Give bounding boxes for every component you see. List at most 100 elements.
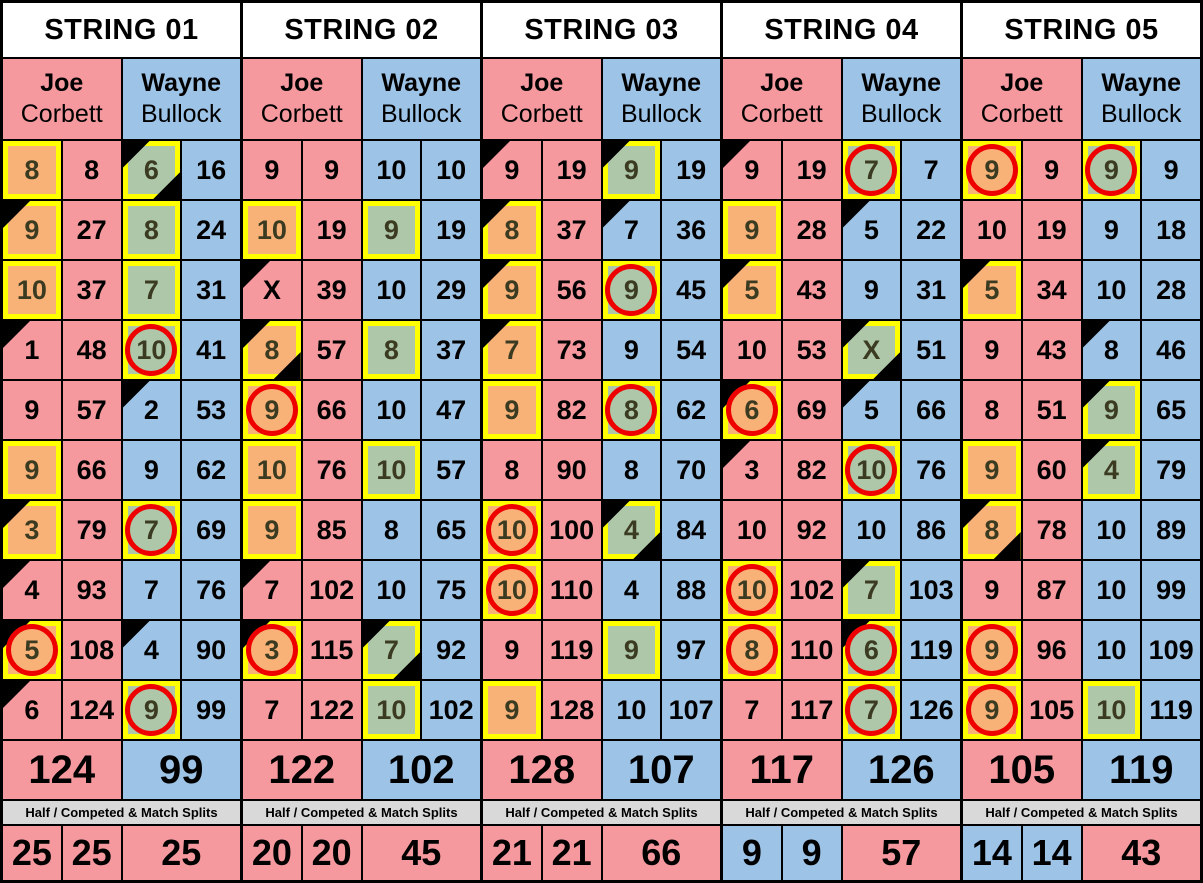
player-last-name: Bullock bbox=[380, 100, 462, 128]
string-title: STRING 02 bbox=[243, 3, 480, 57]
running-total-cell: 102 bbox=[302, 561, 361, 619]
frame-score-cell: 5 bbox=[963, 261, 1021, 319]
red-circle-mark bbox=[845, 144, 898, 196]
running-total-cell: 65 bbox=[1142, 381, 1200, 439]
string-block: STRING 03 Joe Corbett Wayne Bullock 9 19 9 19 8 37… bbox=[483, 3, 720, 880]
frame-score: 10 bbox=[1096, 694, 1127, 725]
running-total-cell: 103 bbox=[902, 561, 960, 619]
frame-score-cell: 9 bbox=[1082, 381, 1141, 439]
red-circle-mark bbox=[605, 384, 658, 436]
split-cell: 9 bbox=[782, 826, 841, 880]
running-total: 109 bbox=[1148, 634, 1194, 665]
frame-score-cell: 9 bbox=[483, 681, 541, 739]
running-total-cell: 96 bbox=[1022, 621, 1081, 679]
frame-score-cell: 4 bbox=[1082, 441, 1141, 499]
running-total: 110 bbox=[549, 574, 594, 605]
running-total-cell: 86 bbox=[902, 501, 960, 559]
running-total: 43 bbox=[1036, 334, 1067, 365]
red-circle-mark bbox=[245, 624, 298, 676]
running-total: 66 bbox=[916, 394, 947, 425]
frame-score: 10 bbox=[256, 214, 287, 245]
frame-score-cell: 9 bbox=[243, 501, 301, 559]
frame-score-cell: 10 bbox=[1082, 261, 1141, 319]
frame-score-cell: 10 bbox=[1082, 561, 1141, 619]
highlight-fill bbox=[367, 446, 416, 494]
running-total: 73 bbox=[556, 334, 587, 365]
frame-score-cell: 5 bbox=[842, 381, 901, 439]
running-total-cell: 75 bbox=[422, 561, 480, 619]
player-right-name: Wayne Bullock bbox=[1082, 59, 1200, 139]
frame-score-cell: 10 bbox=[122, 321, 181, 379]
running-total-cell: 85 bbox=[302, 501, 361, 559]
running-total-cell: 62 bbox=[662, 381, 720, 439]
frame-score: 10 bbox=[616, 694, 647, 725]
frame-score: 8 bbox=[984, 514, 1000, 545]
running-total: 29 bbox=[436, 274, 467, 305]
running-total-cell: 115 bbox=[302, 621, 361, 679]
frame-score: 10 bbox=[736, 514, 767, 545]
frame-score-cell: 9 bbox=[362, 201, 421, 259]
frame-score: 8 bbox=[984, 394, 1000, 425]
frame-score: 8 bbox=[504, 214, 520, 245]
running-total-cell: 99 bbox=[1142, 561, 1200, 619]
running-total: 105 bbox=[1029, 694, 1075, 725]
frame-score-cell: 6 bbox=[842, 621, 901, 679]
player-first-name: Wayne bbox=[381, 68, 462, 97]
running-total: 79 bbox=[1156, 454, 1187, 485]
running-total: 90 bbox=[196, 634, 227, 665]
highlight-fill bbox=[367, 206, 416, 254]
running-total: 76 bbox=[916, 454, 947, 485]
running-total: 99 bbox=[196, 694, 227, 725]
frame-score: 7 bbox=[264, 574, 280, 605]
running-total: 92 bbox=[796, 514, 827, 545]
running-total: 22 bbox=[916, 214, 947, 245]
frame-score: 8 bbox=[623, 394, 639, 425]
running-total: 89 bbox=[1156, 514, 1187, 545]
frame-score-cell: 6 bbox=[723, 381, 781, 439]
frame-score: 8 bbox=[24, 154, 40, 185]
frame-score-cell: 9 bbox=[483, 261, 541, 319]
frame-score: 9 bbox=[623, 334, 639, 365]
running-total-cell: 56 bbox=[542, 261, 601, 319]
frame-score-cell: 9 bbox=[122, 681, 181, 739]
frame-score: 3 bbox=[24, 514, 40, 545]
red-circle-mark bbox=[125, 504, 178, 556]
running-total: 16 bbox=[196, 154, 227, 185]
running-total-cell: 92 bbox=[782, 501, 841, 559]
frame-score-cell: 9 bbox=[723, 141, 781, 199]
frame-score: 9 bbox=[143, 694, 159, 725]
frame-score-cell: 10 bbox=[483, 501, 541, 559]
running-total: 45 bbox=[676, 274, 707, 305]
frame-score-cell: 10 bbox=[243, 441, 301, 499]
running-total-cell: 78 bbox=[1022, 501, 1081, 559]
split-cell: 45 bbox=[362, 826, 480, 880]
highlight-fill bbox=[968, 446, 1016, 494]
frame-score: 8 bbox=[383, 334, 399, 365]
running-total-cell: 110 bbox=[782, 621, 841, 679]
frame-score-cell: 8 bbox=[723, 621, 781, 679]
red-circle-mark bbox=[5, 624, 58, 676]
running-total: 19 bbox=[676, 154, 707, 185]
frame-score: 7 bbox=[143, 574, 159, 605]
frame-score: 3 bbox=[744, 454, 760, 485]
frame-score: 10 bbox=[856, 454, 887, 485]
frame-score-cell: 9 bbox=[963, 321, 1021, 379]
frame-score: 8 bbox=[744, 634, 760, 665]
running-total-cell: 122 bbox=[302, 681, 361, 739]
frame-score-cell: 9 bbox=[483, 621, 541, 679]
frame-score-cell: 10 bbox=[602, 681, 661, 739]
running-total: 34 bbox=[1036, 274, 1067, 305]
highlight-fill bbox=[488, 686, 536, 734]
frame-score: 10 bbox=[376, 454, 407, 485]
running-total-cell: 19 bbox=[422, 201, 480, 259]
running-total: 19 bbox=[556, 154, 587, 185]
player-left-name: Joe Corbett bbox=[483, 59, 601, 139]
frame-score-cell: 9 bbox=[1082, 141, 1141, 199]
running-total: 60 bbox=[1036, 454, 1067, 485]
frame-score: 3 bbox=[264, 634, 280, 665]
split-cell: 21 bbox=[483, 826, 541, 880]
running-total-cell: 10 bbox=[422, 141, 480, 199]
running-total: 7 bbox=[923, 154, 939, 185]
frame-score-cell: 2 bbox=[122, 381, 181, 439]
running-total-cell: 37 bbox=[542, 201, 601, 259]
